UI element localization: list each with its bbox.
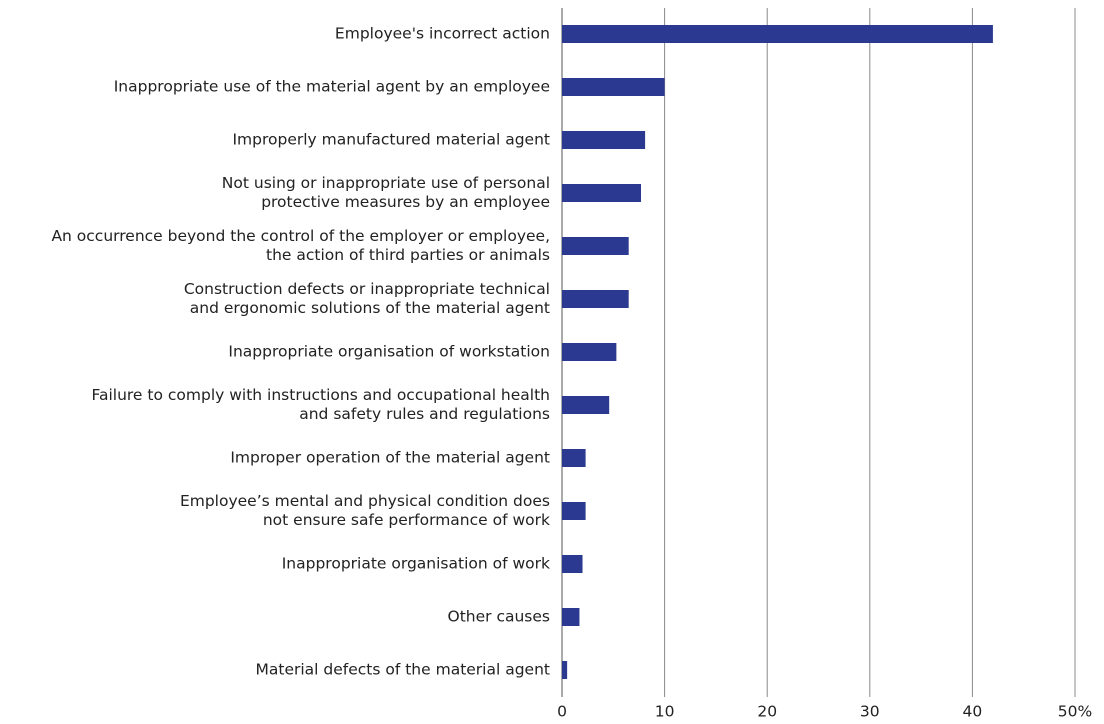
y-tick-label: the action of third parties or animals <box>266 246 550 264</box>
bar <box>562 290 629 308</box>
y-tick-label: Construction defects or inappropriate te… <box>184 280 550 298</box>
bar <box>562 449 586 467</box>
y-tick-label: Improperly manufactured material agent <box>232 131 550 149</box>
y-tick-label: Material defects of the material agent <box>256 661 551 679</box>
y-tick-label: and ergonomic solutions of the material … <box>190 299 550 317</box>
y-tick-label: Employee’s mental and physical condition… <box>180 492 550 510</box>
y-tick-label: Improper operation of the material agent <box>230 449 550 467</box>
bar <box>562 184 642 202</box>
y-tick-label: Inappropriate organisation of workstatio… <box>228 343 550 361</box>
bar <box>562 396 610 414</box>
y-tick-label: protective measures by an employee <box>261 193 550 211</box>
y-tick-label: Other causes <box>448 608 550 626</box>
x-tick-label: 50% <box>1058 703 1092 721</box>
x-tick-label: 10 <box>655 703 675 721</box>
y-tick-label: Not using or inappropriate use of person… <box>222 174 550 192</box>
bar <box>562 502 586 520</box>
x-tick-label: 40 <box>963 703 983 721</box>
y-tick-label: Inappropriate organisation of work <box>282 555 550 573</box>
y-tick-label: Failure to comply with instructions and … <box>91 386 550 404</box>
x-tick-label: 20 <box>757 703 777 721</box>
bar <box>562 78 665 96</box>
bar <box>562 131 646 149</box>
bar <box>562 237 629 255</box>
bar <box>562 661 568 679</box>
y-tick-label: Inappropriate use of the material agent … <box>114 78 550 96</box>
bar <box>562 343 617 361</box>
x-tick-label: 30 <box>860 703 880 721</box>
y-tick-label: not ensure safe performance of work <box>263 511 550 529</box>
bar <box>562 555 583 573</box>
bar <box>562 608 580 626</box>
bar <box>562 25 993 43</box>
y-tick-label: and safety rules and regulations <box>299 405 550 423</box>
x-tick-label: 0 <box>557 703 567 721</box>
y-tick-label: An occurrence beyond the control of the … <box>51 227 550 245</box>
y-tick-label: Employee's incorrect action <box>335 25 550 43</box>
